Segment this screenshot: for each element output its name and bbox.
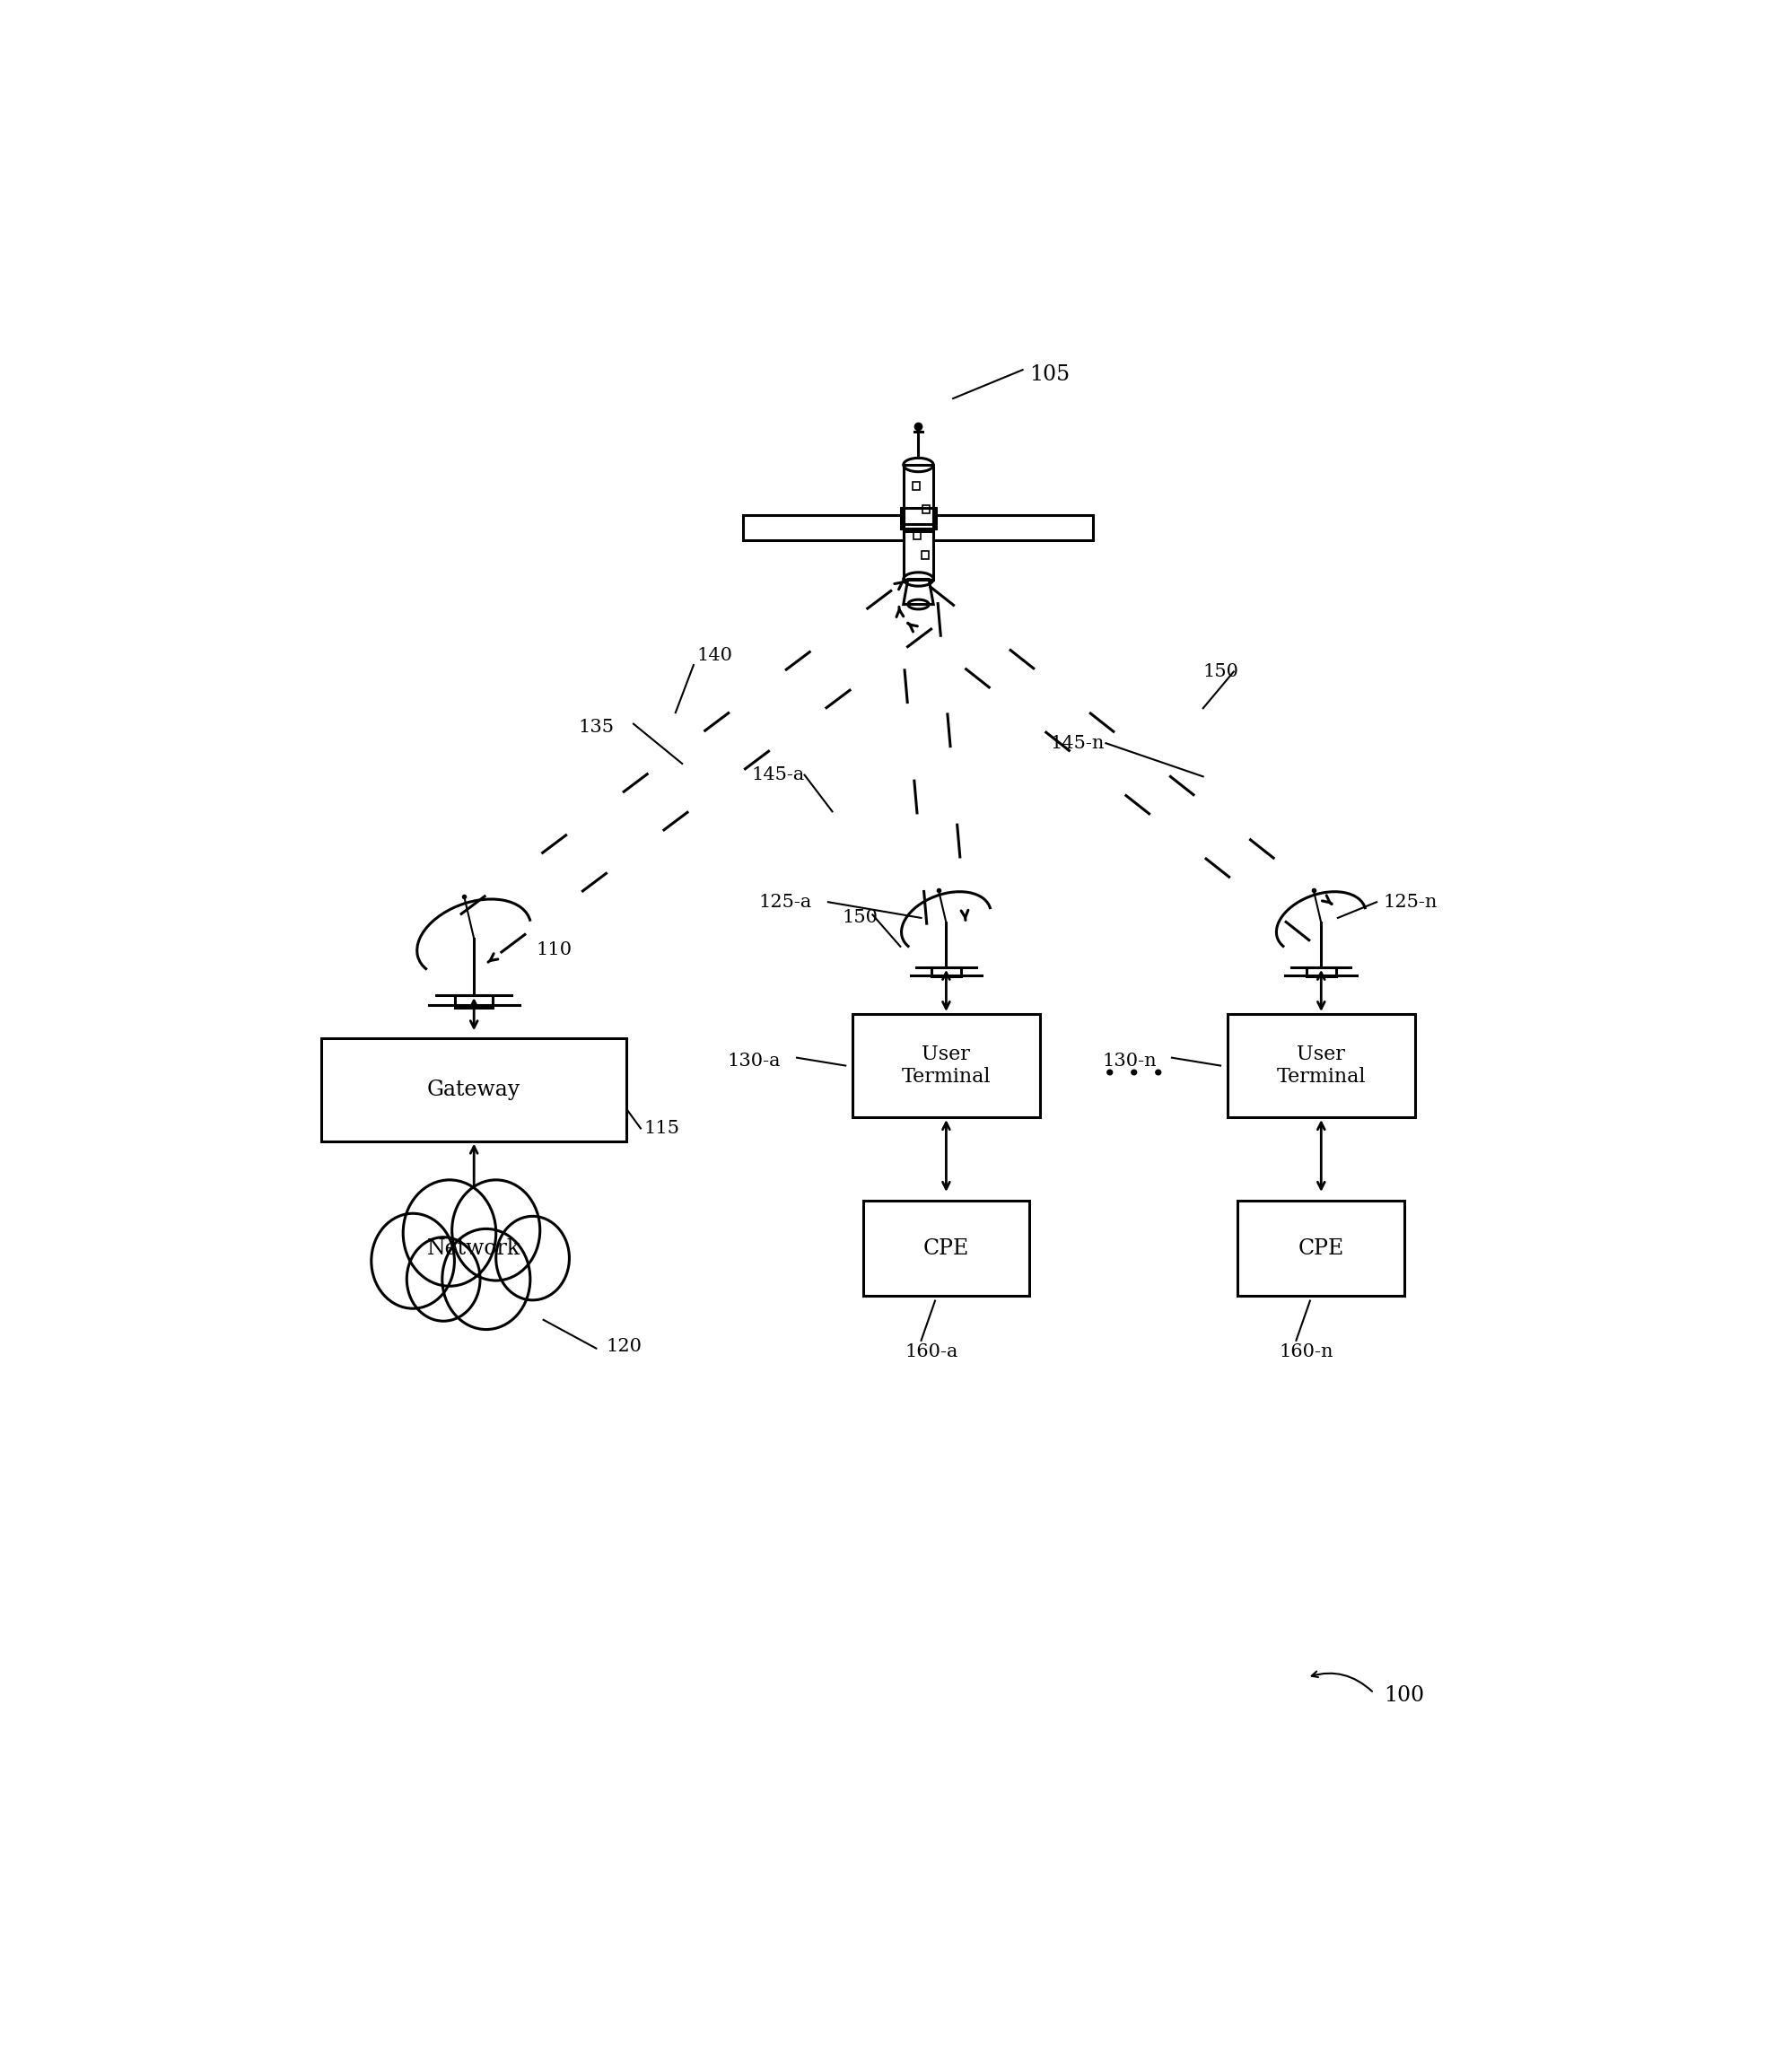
Text: 100: 100 bbox=[1383, 1685, 1425, 1706]
Circle shape bbox=[371, 1213, 455, 1308]
Text: 150: 150 bbox=[842, 910, 878, 926]
Text: 130-n: 130-n bbox=[1102, 1052, 1158, 1069]
Text: Gateway: Gateway bbox=[426, 1079, 521, 1100]
Text: 160-n: 160-n bbox=[1279, 1343, 1333, 1360]
Text: 150: 150 bbox=[1202, 662, 1238, 681]
Text: 135: 135 bbox=[579, 718, 615, 734]
Text: 160-a: 160-a bbox=[905, 1343, 957, 1360]
Circle shape bbox=[452, 1180, 539, 1281]
Text: 140: 140 bbox=[697, 648, 733, 664]
Text: 110: 110 bbox=[536, 941, 572, 957]
Text: . . .: . . . bbox=[1104, 1048, 1165, 1083]
Text: 105: 105 bbox=[1029, 365, 1070, 386]
Text: Network: Network bbox=[426, 1238, 521, 1258]
Text: User
Terminal: User Terminal bbox=[901, 1044, 991, 1087]
Text: CPE: CPE bbox=[923, 1238, 969, 1258]
Circle shape bbox=[407, 1238, 480, 1320]
Text: 130-a: 130-a bbox=[728, 1052, 781, 1069]
Circle shape bbox=[403, 1180, 496, 1285]
Text: CPE: CPE bbox=[1297, 1238, 1344, 1258]
Text: 120: 120 bbox=[606, 1339, 642, 1355]
Text: 125-n: 125-n bbox=[1383, 893, 1437, 910]
Text: 115: 115 bbox=[643, 1120, 679, 1137]
Circle shape bbox=[496, 1217, 570, 1300]
Circle shape bbox=[443, 1230, 530, 1329]
Text: 125-a: 125-a bbox=[758, 893, 812, 910]
Text: 145-a: 145-a bbox=[751, 765, 805, 784]
Text: User
Terminal: User Terminal bbox=[1276, 1044, 1366, 1087]
Text: 145-n: 145-n bbox=[1050, 734, 1104, 751]
